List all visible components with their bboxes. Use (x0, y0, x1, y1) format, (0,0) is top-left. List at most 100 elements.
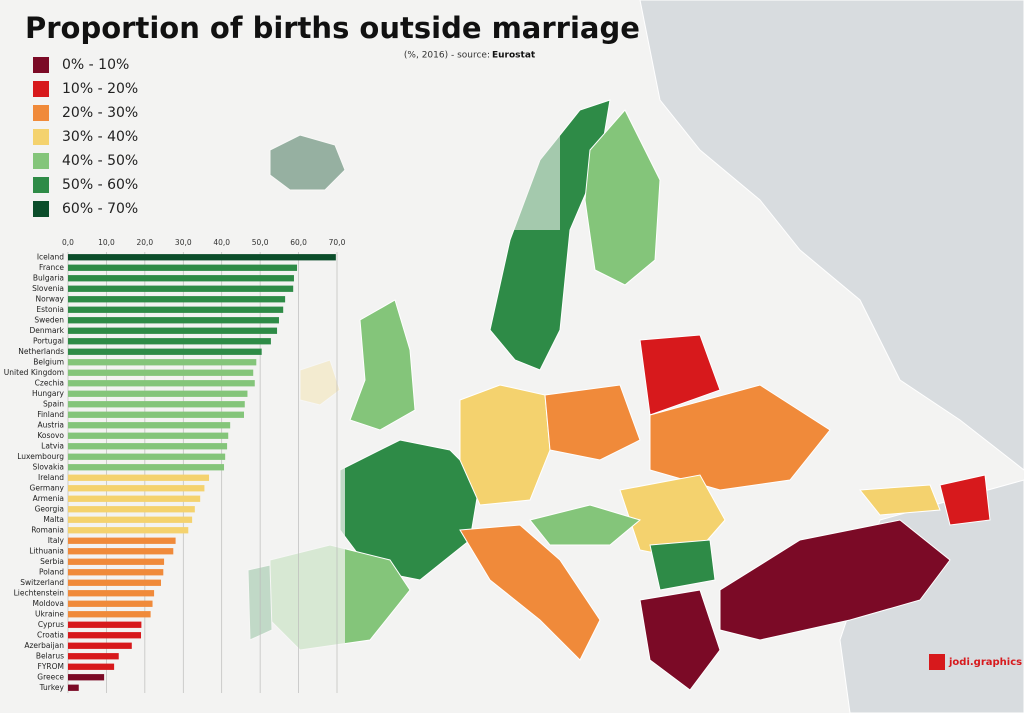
legend-swatch (33, 201, 49, 217)
category-label: Greece (37, 672, 64, 681)
subtitle: (%, 2016) - source: (404, 51, 490, 61)
x-tick-label: 60,0 (290, 238, 307, 247)
bar (68, 348, 262, 355)
legend-swatch (33, 81, 49, 97)
bar (68, 380, 255, 387)
category-label: Czechia (35, 378, 64, 387)
bar (68, 579, 161, 586)
category-label: Belgium (33, 357, 64, 366)
x-tick-label: 0,0 (62, 238, 74, 247)
legend-label: 20% - 30% (62, 105, 138, 121)
legend-swatch (33, 57, 49, 73)
category-label: Lithuania (29, 546, 64, 555)
bar (68, 254, 336, 261)
bar (68, 474, 210, 481)
bar (68, 600, 153, 607)
bar (68, 296, 286, 303)
bar (68, 642, 132, 649)
category-label: Italy (48, 536, 65, 545)
legend-label: 0% - 10% (62, 57, 129, 73)
legend-label: 10% - 20% (62, 81, 138, 97)
bar (68, 401, 245, 408)
category-label: Malta (43, 515, 64, 524)
bar (68, 369, 254, 376)
bar (68, 548, 174, 555)
category-label: Spain (43, 399, 64, 408)
bar (68, 569, 164, 576)
category-label: Portugal (33, 336, 64, 345)
category-label: Serbia (40, 557, 64, 566)
bar (68, 537, 176, 544)
category-label: Cyprus (38, 620, 64, 629)
x-tick-label: 20,0 (137, 238, 154, 247)
bar (68, 663, 115, 670)
bar (68, 485, 205, 492)
bar (68, 317, 279, 324)
legend-swatch (33, 153, 49, 169)
category-label: Turkey (39, 683, 65, 692)
category-label: Slovenia (32, 284, 64, 293)
category-label: Iceland (37, 252, 64, 261)
legend-swatch (33, 105, 49, 121)
category-label: Netherlands (18, 347, 64, 356)
bar (68, 264, 298, 271)
category-label: Norway (36, 294, 65, 303)
category-label: Kosovo (37, 431, 64, 440)
bar (68, 495, 201, 502)
bar (68, 464, 225, 471)
bar (68, 275, 294, 282)
category-label: Moldova (32, 599, 64, 608)
category-label: Sweden (34, 315, 64, 324)
bar (68, 590, 155, 597)
category-label: Latvia (41, 441, 64, 450)
title-backdrop (0, 0, 560, 230)
x-tick-label: 40,0 (213, 238, 230, 247)
bar (68, 285, 294, 292)
category-label: Switzerland (20, 578, 64, 587)
x-tick-label: 70,0 (329, 238, 346, 247)
bar (68, 411, 245, 418)
bar (68, 621, 142, 628)
category-label: Bulgaria (33, 273, 64, 282)
category-label: Armenia (33, 494, 64, 503)
legend-label: 50% - 60% (62, 177, 138, 193)
category-label: Austria (38, 420, 65, 429)
bar (68, 338, 271, 345)
category-label: Liechtenstein (14, 588, 65, 597)
category-label: Hungary (32, 389, 65, 398)
bar (68, 390, 248, 397)
category-label: Poland (39, 567, 64, 576)
category-label: United Kingdom (4, 368, 64, 377)
legend-swatch (33, 129, 49, 145)
bar (68, 327, 278, 334)
category-label: FYROM (38, 662, 64, 671)
category-label: Luxembourg (17, 452, 64, 461)
bar (68, 674, 105, 681)
category-label: Ireland (38, 473, 64, 482)
legend-swatch (33, 177, 49, 193)
bar (68, 506, 195, 513)
category-label: Georgia (35, 504, 64, 513)
bar (68, 632, 142, 639)
category-label: France (39, 263, 64, 272)
category-label: Belarus (36, 651, 64, 660)
category-label: Azerbaijan (24, 641, 64, 650)
category-label: Germany (30, 483, 65, 492)
bar (68, 443, 228, 450)
logo (929, 654, 945, 670)
source: Eurostat (492, 51, 536, 61)
title: Proportion of births outside marriage (25, 11, 640, 45)
bar (68, 527, 189, 534)
bar (68, 516, 193, 523)
legend-label: 60% - 70% (62, 201, 138, 217)
bar (68, 684, 79, 691)
x-tick-label: 10,0 (98, 238, 115, 247)
category-label: Slovakia (33, 462, 65, 471)
category-label: Estonia (36, 305, 64, 314)
bar (68, 359, 257, 366)
category-label: Croatia (37, 630, 64, 639)
bar (68, 558, 165, 565)
bar (68, 306, 284, 313)
bar (68, 611, 151, 618)
